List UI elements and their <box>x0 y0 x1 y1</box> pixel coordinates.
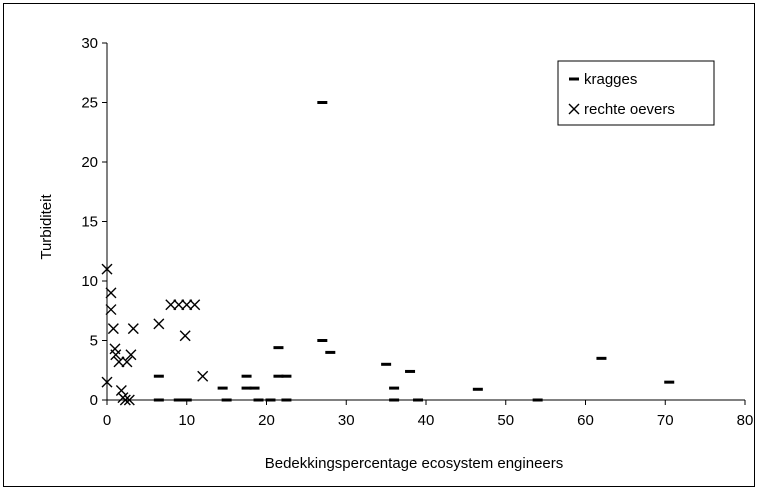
kragges-point <box>265 398 276 402</box>
legend-key-kragges <box>569 77 579 81</box>
x-marker-stroke <box>197 370 209 382</box>
rechte-oevers-point <box>119 394 131 406</box>
x-marker-stroke <box>110 349 122 361</box>
x-tick-label: 0 <box>103 412 111 429</box>
x-marker-stroke <box>121 356 133 368</box>
x-marker-stroke <box>127 323 139 335</box>
rechte-oevers-point <box>153 318 165 330</box>
x-marker-stroke <box>165 299 177 311</box>
legend-label-rechte-oevers: rechte oevers <box>584 101 675 118</box>
kragges-point <box>664 380 675 384</box>
kragges-point <box>217 386 228 390</box>
x-tick-label: 30 <box>338 412 355 429</box>
kragges-point <box>153 374 164 378</box>
kragges-point <box>249 386 260 390</box>
chart-frame: 0 10 20 30 40 50 60 70 80 0 5 10 15 20 25 30 Bedekkings… <box>3 3 755 487</box>
rechte-oevers-point <box>110 349 122 361</box>
kragges-point <box>241 386 252 390</box>
rechte-oevers-point <box>101 376 113 388</box>
rechte-oevers-point <box>101 263 113 275</box>
rechte-oevers-point <box>197 370 209 382</box>
x-tick-label: 40 <box>418 412 435 429</box>
legend-label-kragges: kragges <box>584 71 637 88</box>
x-axis-title: Bedekkingspercentage ecosystem engineers <box>265 455 564 472</box>
rechte-oevers-point <box>179 330 191 342</box>
rechte-oevers-point <box>173 299 185 311</box>
x-marker-stroke <box>189 299 201 311</box>
kragges-point <box>472 387 483 391</box>
y-axis-title: Turbiditeit <box>38 194 55 260</box>
kragges-point <box>281 398 292 402</box>
kragges-point <box>389 398 400 402</box>
kragges-point <box>596 356 607 360</box>
rechte-oevers-point <box>181 299 193 311</box>
kragges-point <box>532 398 543 402</box>
legend-marker-x <box>568 103 580 115</box>
x-tick-label: 20 <box>258 412 275 429</box>
legend-marker-dash <box>569 77 579 81</box>
kragges-point <box>381 362 392 366</box>
y-tick-label: 0 <box>90 392 98 409</box>
rechte-oevers-point <box>121 356 133 368</box>
x-marker-stroke <box>113 356 125 368</box>
scatter-chart: 0 10 20 30 40 50 60 70 80 0 5 10 15 20 25 30 Bedekkings… <box>38 35 753 472</box>
rechte-oevers-point <box>125 349 137 361</box>
data-marks <box>101 101 675 406</box>
x-marker-stroke <box>119 394 131 406</box>
x-tick-label: 10 <box>178 412 195 429</box>
rechte-oevers-point <box>189 299 201 311</box>
x-marker-stroke <box>153 318 165 330</box>
x-marker-stroke <box>109 343 121 355</box>
kragges-point <box>389 386 400 390</box>
kragges-point <box>253 398 264 402</box>
x-marker-stroke <box>173 299 185 311</box>
kragges-point <box>281 374 292 378</box>
x-tick-label: 60 <box>577 412 594 429</box>
rechte-oevers-point <box>105 287 117 299</box>
kragges-point <box>413 398 424 402</box>
kragges-point <box>325 350 336 354</box>
x-tick-label: 70 <box>657 412 674 429</box>
legend: kragges rechte oevers <box>557 60 715 126</box>
x-marker-stroke <box>125 349 137 361</box>
rechte-oevers-point <box>127 323 139 335</box>
kragges-point <box>317 101 328 104</box>
y-tick-label: 15 <box>81 214 98 231</box>
kragges-point <box>181 398 192 402</box>
x-tick-label: 50 <box>497 412 514 429</box>
kragges-point <box>317 339 328 342</box>
kragges-point <box>221 398 232 402</box>
x-marker-stroke <box>115 384 127 396</box>
legend-key-rechte-oevers <box>568 103 580 115</box>
kragges-point <box>153 398 164 402</box>
rechte-oevers-point <box>165 299 177 311</box>
y-tick-label: 30 <box>81 35 98 52</box>
x-marker-stroke <box>105 304 117 316</box>
kragges-point <box>405 369 416 373</box>
rechte-oevers-point <box>115 384 127 396</box>
rechte-oevers-point <box>107 323 119 335</box>
x-marker-stroke <box>179 330 191 342</box>
kragges-point <box>241 374 252 378</box>
x-tick-label: 80 <box>737 412 754 429</box>
rechte-oevers-point <box>105 304 117 316</box>
x-marker-stroke <box>101 376 113 388</box>
y-tick-label: 25 <box>81 95 98 112</box>
x-marker-stroke <box>105 287 117 299</box>
rechte-oevers-point <box>113 356 125 368</box>
y-tick-label: 10 <box>81 273 98 290</box>
kragges-point <box>273 346 284 350</box>
x-marker-stroke <box>107 323 119 335</box>
y-tick-label: 20 <box>81 154 98 171</box>
legend-box <box>557 60 715 126</box>
x-marker-stroke <box>101 263 113 275</box>
kragges-point <box>273 374 284 378</box>
rechte-oevers-point <box>123 394 135 406</box>
x-marker-stroke <box>123 394 135 406</box>
kragges-point <box>173 398 184 402</box>
x-marker-stroke <box>181 299 193 311</box>
x-marker-stroke <box>568 103 580 115</box>
axes: 0 10 20 30 40 50 60 70 80 0 5 10 15 20 25 30 <box>81 35 753 429</box>
y-tick-label: 5 <box>90 333 98 350</box>
